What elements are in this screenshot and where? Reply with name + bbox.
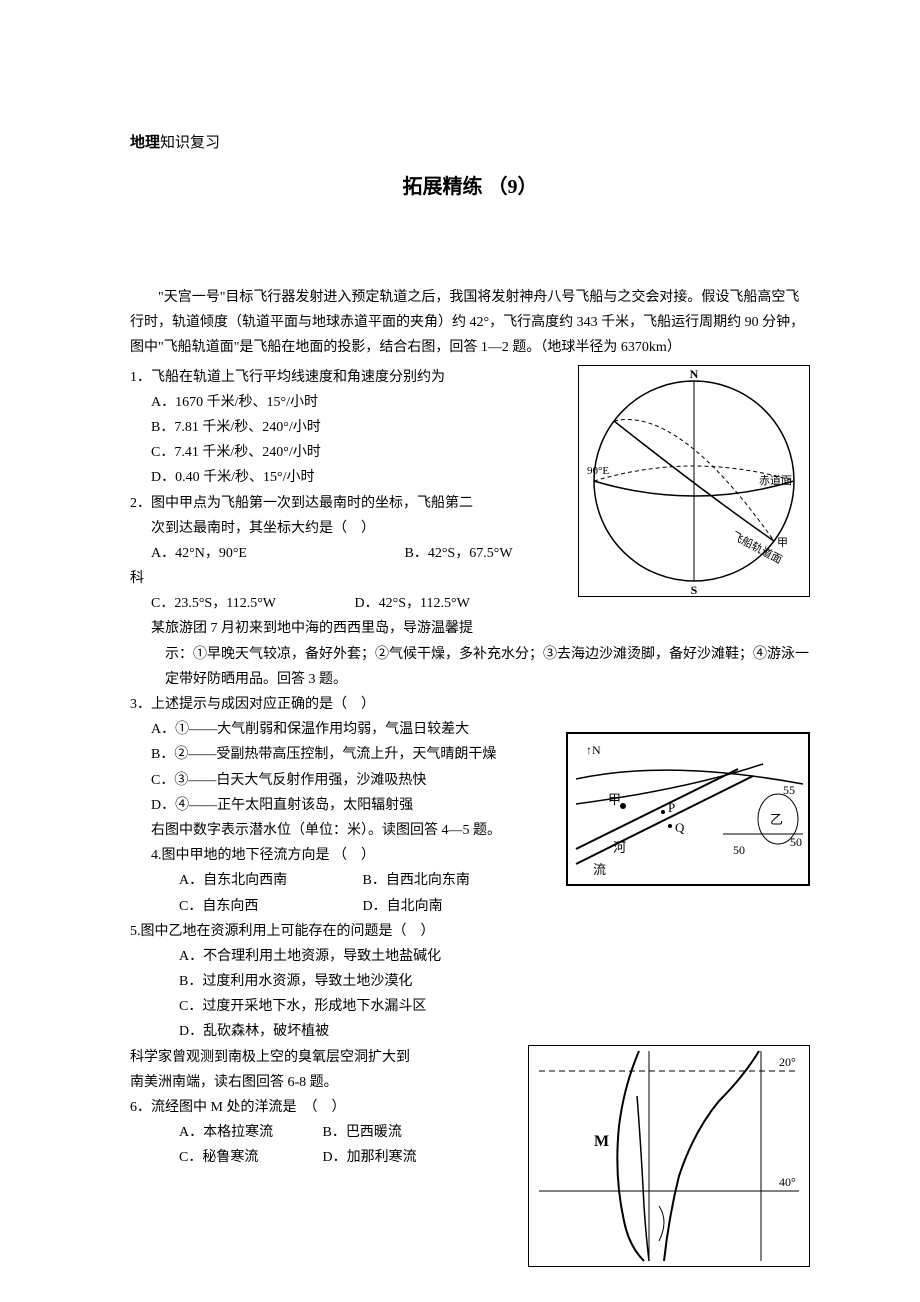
fig2-label-jia: 甲 [608, 792, 621, 807]
q4-option-d: D．自北向南 [363, 894, 443, 919]
fig2-label-50a: 50 [790, 835, 802, 849]
q5-option-d: D．乱砍森林，破坏植被 [179, 1019, 810, 1044]
q5-option-c: C．过度开采地下水，形成地下水漏斗区 [179, 994, 810, 1019]
fig1-label-jia: 甲 [777, 537, 788, 549]
q4-option-b: B．自西北向东南 [363, 868, 470, 893]
fig3-label-20: 20° [779, 1055, 796, 1069]
q4-options-row2: C．自东向西 D．自北向南 [179, 894, 810, 919]
fig1-label-e: 90°E [587, 465, 609, 477]
q2-option-b: B．42°S，67.5°W [405, 541, 513, 566]
q4-option-a: A．自东北向西南 [179, 868, 359, 893]
questions-3-5-block: ↑N 甲 P Q 乙 55 50 50 河 流 3．上述提示与成因对应正确的是（… [130, 692, 810, 1045]
q5-option-a: A．不合理利用土地资源，导致土地盐碱化 [179, 944, 810, 969]
fig2-label-yi: 乙 [770, 812, 783, 827]
q2-option-c: C．23.5°S，112.5°W [151, 591, 351, 616]
fig2-label-q: Q [675, 820, 685, 835]
fig1-label-n: N [690, 367, 699, 381]
fig2-label-50b: 50 [733, 843, 745, 857]
subject-title: 地理知识复习 [130, 130, 810, 157]
fig2-label-river1: 河 [613, 840, 626, 855]
figure-3-south-america: 20° 40° M [528, 1045, 810, 1276]
fig1-label-s: S [691, 583, 698, 597]
hint3-line2: 示：①早晚天气较凉，备好外套；②气候干燥，多补充水分；③去海边沙滩烫脚，备好沙滩… [165, 642, 810, 692]
q6-option-d: D．加那利寒流 [323, 1145, 417, 1170]
fig2-label-n: ↑N [586, 743, 601, 757]
questions-1-2-block: "天宫一号"目标飞行器发射进入预定轨道之后，我国将发射神舟八号飞船与之交会对接。… [130, 285, 810, 616]
intro-paragraph: "天宫一号"目标飞行器发射进入预定轨道之后，我国将发射神舟八号飞船与之交会对接。… [130, 285, 810, 361]
q2-option-a: A．42°N，90°E [151, 541, 401, 566]
q6-option-b: B．巴西暖流 [323, 1120, 402, 1145]
q3-stem: 3．上述提示与成因对应正确的是（ ） [130, 692, 810, 717]
fig3-label-m: M [594, 1133, 609, 1150]
hint3-line1: 某旅游团 7 月初来到地中海的西西里岛，导游温馨提 [151, 616, 810, 641]
q5-option-b: B．过度利用水资源，导致土地沙漠化 [179, 969, 810, 994]
q5-stem: 5.图中乙地在资源利用上可能存在的问题是（ ） [130, 919, 810, 944]
subject-bold: 地理 [130, 135, 160, 151]
fig2-label-p: P [668, 800, 675, 815]
q6-option-c: C．秘鲁寒流 [179, 1145, 319, 1170]
q4-option-c: C．自东向西 [179, 894, 359, 919]
figure-2-groundwater: ↑N 甲 P Q 乙 55 50 50 河 流 [566, 732, 810, 895]
subject-rest: 知识复习 [160, 135, 220, 151]
fig3-label-40: 40° [779, 1175, 796, 1189]
questions-6-8-block: 20° 40° M 科学家曾观测到南极上空的臭氧层空洞扩大到 南美洲南端，读右图… [130, 1045, 810, 1171]
fig1-label-eq: 赤道面 [759, 473, 792, 487]
fig2-label-river2: 流 [593, 862, 606, 877]
main-title: 拓展精练 （9） [130, 169, 810, 205]
q2-option-d: D．42°S，112.5°W [355, 591, 470, 616]
q6-option-a: A．本格拉寒流 [179, 1120, 319, 1145]
fig2-label-55: 55 [783, 783, 795, 797]
figure-1-orbit: N S 90°E 赤道面 飞船轨道面 甲 [578, 365, 810, 606]
header-section: 地理知识复习 拓展精练 （9） [130, 130, 810, 205]
